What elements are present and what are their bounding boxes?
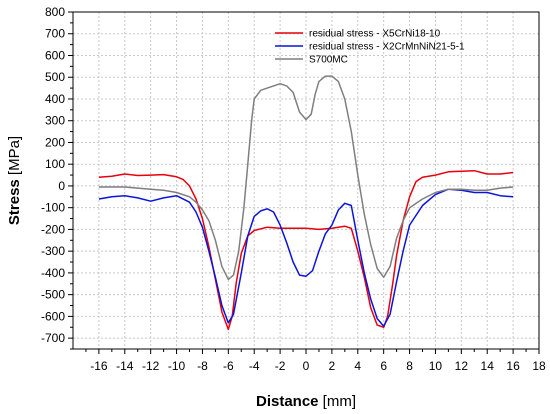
x-tick-label: -16: [90, 359, 108, 373]
x-tick-label: -6: [223, 359, 234, 373]
y-axis-title-bold: Stress: [6, 179, 23, 225]
series-line-x5crni18-10: [98, 169, 514, 331]
y-axis-title: Stress [MPa]: [6, 136, 23, 225]
y-tick-label: -700: [41, 331, 65, 345]
y-tick-label: 300: [45, 114, 65, 128]
x-tick-label: -8: [197, 359, 208, 373]
y-tick-label: 400: [45, 92, 65, 106]
x-tick-label: -2: [275, 359, 286, 373]
y-tick-label: -100: [41, 201, 65, 215]
y-tick-label: 600: [45, 48, 65, 62]
x-axis-title: Distance [mm]: [256, 393, 356, 410]
axis-ticks: -16 -14 -12 -10 -8 -6 -4 -2 0 2 4 6 8 10 12 14 16 18 -700 -…: [41, 5, 546, 373]
x-tick-label: 14: [481, 359, 495, 373]
legend-label-x5crni18-10: residual stress - X5CrNi18-10: [309, 29, 441, 40]
x-tick-label: 18: [532, 359, 546, 373]
x-tick-label: 8: [406, 359, 413, 373]
x-tick-label: 12: [455, 359, 469, 373]
y-tick-label: 200: [45, 135, 65, 149]
legend-label-x2crmnnin21-5-1: residual stress - X2CrMnNiN21-5-1: [309, 42, 465, 53]
y-tick-label: 0: [58, 179, 65, 193]
y-tick-label: -500: [41, 288, 65, 302]
x-tick-label: -14: [116, 359, 134, 373]
x-tick-label: 6: [380, 359, 387, 373]
x-tick-label: 2: [329, 359, 336, 373]
x-tick-label: -12: [142, 359, 160, 373]
y-tick-label: -300: [41, 244, 65, 258]
x-tick-label: 4: [354, 359, 361, 373]
y-tick-label: 500: [45, 70, 65, 84]
x-axis-title-unit: [mm]: [319, 393, 357, 410]
legend-label-s700mc: S700MC: [309, 55, 348, 66]
x-axis-title-bold: Distance: [256, 393, 319, 410]
y-axis-title-unit: [MPa]: [6, 136, 23, 179]
series-line-s700mc: [98, 75, 514, 281]
y-tick-label: 100: [45, 157, 65, 171]
series-lines: [98, 75, 514, 331]
y-tick-label: -200: [41, 222, 65, 236]
y-tick-label: 800: [45, 5, 65, 19]
y-tick-label: 700: [45, 27, 65, 41]
y-tick-label: -600: [41, 309, 65, 323]
x-tick-label: -4: [249, 359, 260, 373]
x-tick-label: 16: [506, 359, 520, 373]
y-tick-label: -400: [41, 266, 65, 280]
x-tick-label: 0: [303, 359, 310, 373]
x-tick-label: -10: [168, 359, 186, 373]
x-tick-label: 10: [429, 359, 443, 373]
series-line-x2crmnnin21-5-1: [98, 188, 514, 327]
grid: [73, 11, 540, 349]
legend: residual stress - X5CrNi18-10 residual s…: [275, 29, 465, 66]
